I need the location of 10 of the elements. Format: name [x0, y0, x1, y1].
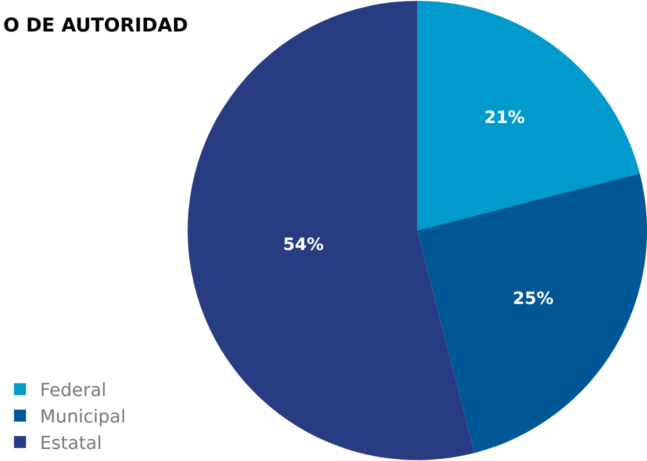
data-label: 21% — [484, 108, 525, 128]
data-label: 54% — [283, 234, 324, 255]
legend-label: Municipal — [40, 406, 126, 428]
pie-slice — [417, 0, 640, 230]
pie-slice — [188, 0, 474, 460]
pie-slice — [417, 173, 647, 453]
legend-label: Federal — [40, 380, 106, 402]
legend-label: Estatal — [40, 433, 102, 454]
data-label: 25% — [512, 288, 554, 309]
text: O DE AUTORIDAD — [3, 14, 188, 37]
